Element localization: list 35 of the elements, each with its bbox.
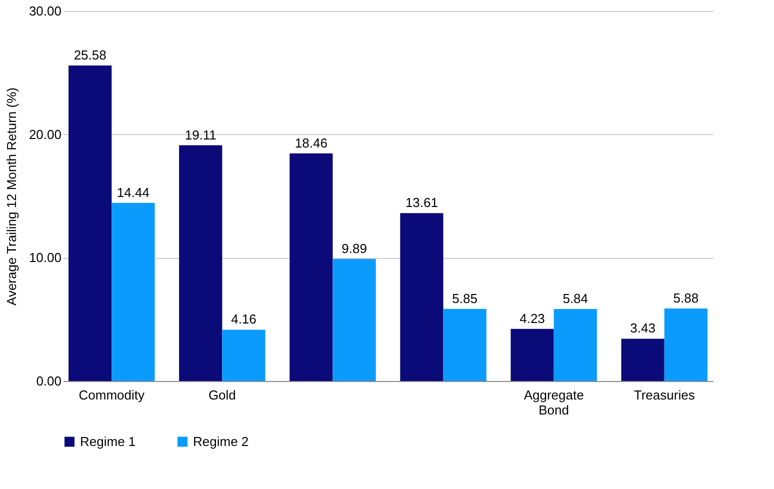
bar xyxy=(222,330,266,381)
data-label: 14.44 xyxy=(116,184,150,200)
bar xyxy=(112,202,155,381)
y-tick-label: 0.00 xyxy=(36,374,62,388)
bar xyxy=(179,145,222,381)
y-tick-label: 30.00 xyxy=(28,4,62,18)
data-label: 9.89 xyxy=(342,241,367,256)
bar xyxy=(554,308,597,381)
bar xyxy=(443,308,486,381)
x-tick-label: Gold xyxy=(208,388,236,402)
data-label: 4.16 xyxy=(231,312,256,327)
x-tick-label: Commodity xyxy=(78,388,145,402)
legend-label: Regime 2 xyxy=(193,434,249,449)
data-label: 5.84 xyxy=(562,290,588,306)
y-tick-label: 10.00 xyxy=(28,250,62,266)
bar xyxy=(621,338,664,381)
bar xyxy=(332,259,376,381)
data-label: 19.11 xyxy=(184,127,216,142)
data-label: 5.85 xyxy=(452,290,478,306)
bar xyxy=(510,328,554,381)
data-label: 5.88 xyxy=(673,290,699,306)
bar xyxy=(68,66,112,381)
x-tick-label: Treasuries xyxy=(634,388,696,402)
data-label: 13.61 xyxy=(405,195,438,210)
y-tick-label: 20.00 xyxy=(28,126,62,142)
data-label: 3.43 xyxy=(630,320,656,336)
bar xyxy=(664,308,708,381)
data-label: 4.23 xyxy=(520,310,545,326)
x-tick-label: Aggregate Bond xyxy=(524,388,584,418)
y-axis-title: Average Trailing 12 Month Return (%) xyxy=(4,88,19,306)
bar xyxy=(290,153,333,381)
legend-label: Regime 1 xyxy=(80,434,136,449)
bar xyxy=(400,213,444,381)
data-label: 25.58 xyxy=(74,48,106,63)
data-label: 18.46 xyxy=(294,135,328,150)
